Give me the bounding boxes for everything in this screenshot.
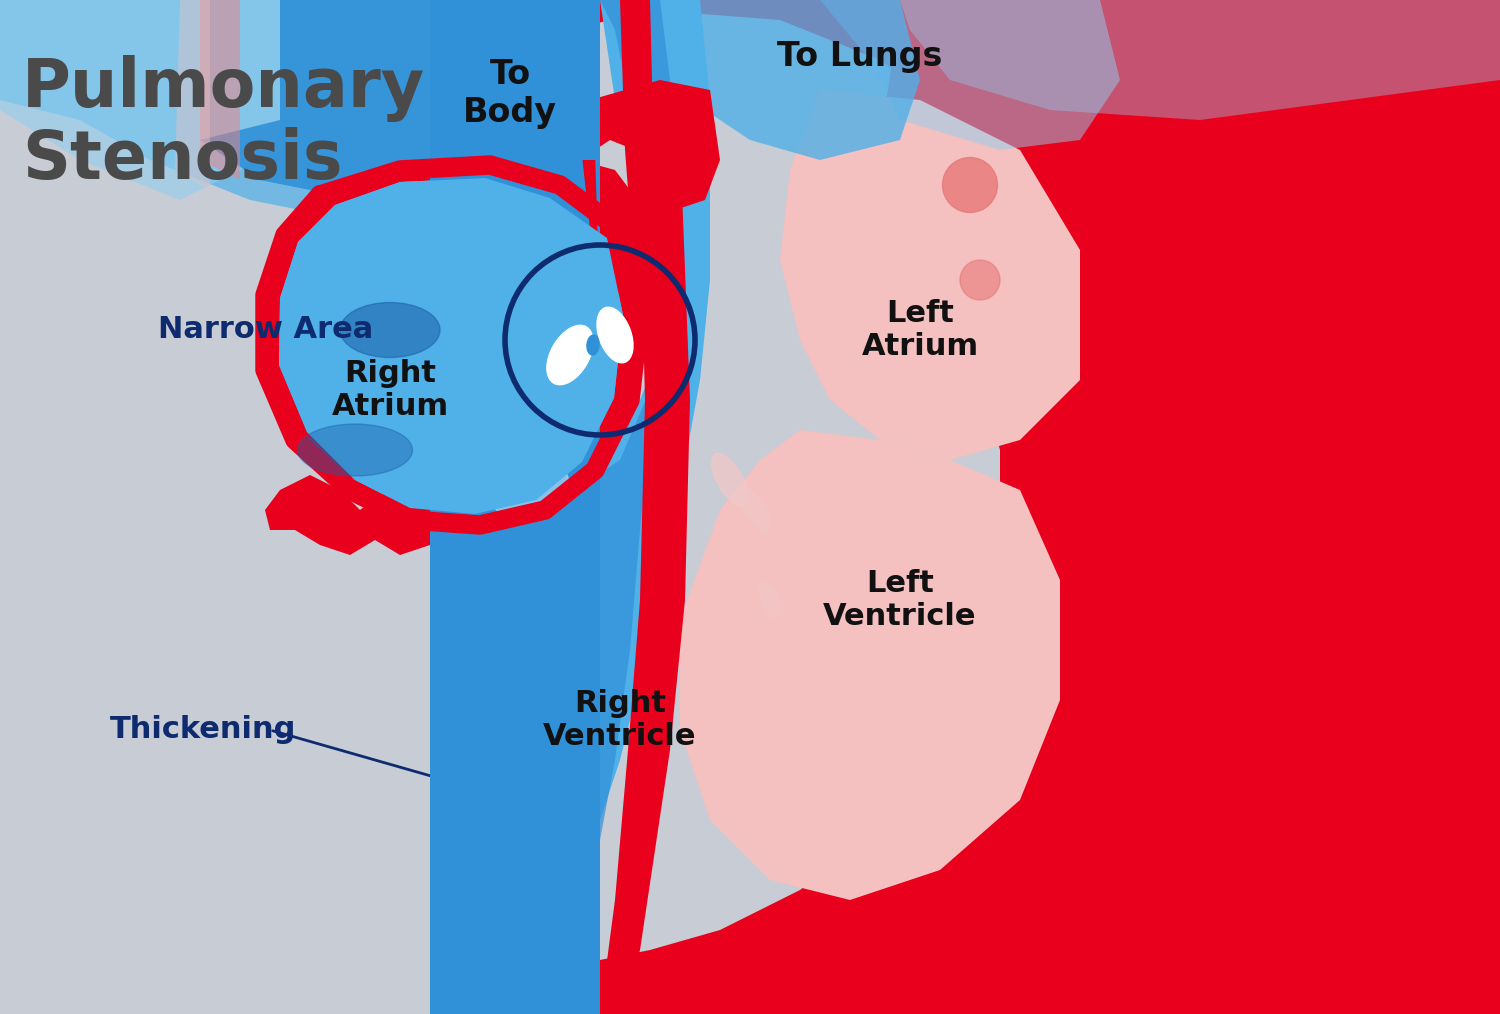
Text: Left
Ventricle: Left Ventricle	[824, 569, 977, 632]
Text: Right
Atrium: Right Atrium	[332, 359, 448, 421]
Text: Narrow Area: Narrow Area	[158, 315, 374, 345]
Ellipse shape	[597, 307, 633, 363]
Ellipse shape	[740, 488, 770, 532]
Polygon shape	[430, 0, 600, 1014]
Text: Pulmonary
Stenosis: Pulmonary Stenosis	[22, 55, 424, 194]
Polygon shape	[430, 0, 710, 1014]
Polygon shape	[510, 0, 1500, 1014]
Polygon shape	[266, 165, 640, 525]
Ellipse shape	[340, 302, 439, 358]
Polygon shape	[780, 90, 1080, 460]
Text: To Lungs: To Lungs	[777, 40, 942, 73]
Polygon shape	[430, 0, 530, 140]
Polygon shape	[430, 130, 600, 1014]
Polygon shape	[279, 178, 622, 514]
Polygon shape	[0, 0, 430, 220]
Polygon shape	[476, 155, 650, 295]
Polygon shape	[900, 0, 1500, 120]
Polygon shape	[680, 430, 1060, 900]
Text: To
Body: To Body	[464, 58, 556, 129]
Ellipse shape	[492, 462, 568, 517]
Polygon shape	[266, 475, 480, 560]
Ellipse shape	[586, 335, 598, 355]
Polygon shape	[585, 0, 645, 280]
Ellipse shape	[711, 453, 748, 507]
Polygon shape	[279, 178, 622, 514]
Polygon shape	[600, 140, 690, 1014]
Polygon shape	[590, 80, 720, 210]
Polygon shape	[0, 0, 280, 200]
Ellipse shape	[759, 581, 782, 619]
Polygon shape	[800, 0, 1120, 150]
Polygon shape	[566, 0, 656, 350]
Polygon shape	[430, 0, 600, 165]
Polygon shape	[660, 0, 920, 160]
Polygon shape	[430, 0, 600, 160]
Polygon shape	[510, 0, 670, 1014]
Ellipse shape	[297, 424, 412, 476]
Ellipse shape	[304, 425, 416, 475]
Text: Left
Atrium: Left Atrium	[861, 299, 978, 361]
Text: Thickening: Thickening	[110, 716, 297, 744]
Ellipse shape	[942, 157, 998, 213]
Polygon shape	[200, 0, 240, 180]
Ellipse shape	[340, 302, 439, 358]
Text: Right
Ventricle: Right Ventricle	[543, 689, 696, 751]
Ellipse shape	[548, 325, 592, 384]
Polygon shape	[176, 0, 210, 190]
Polygon shape	[200, 0, 440, 200]
Ellipse shape	[960, 260, 1000, 300]
Polygon shape	[870, 0, 1500, 1014]
